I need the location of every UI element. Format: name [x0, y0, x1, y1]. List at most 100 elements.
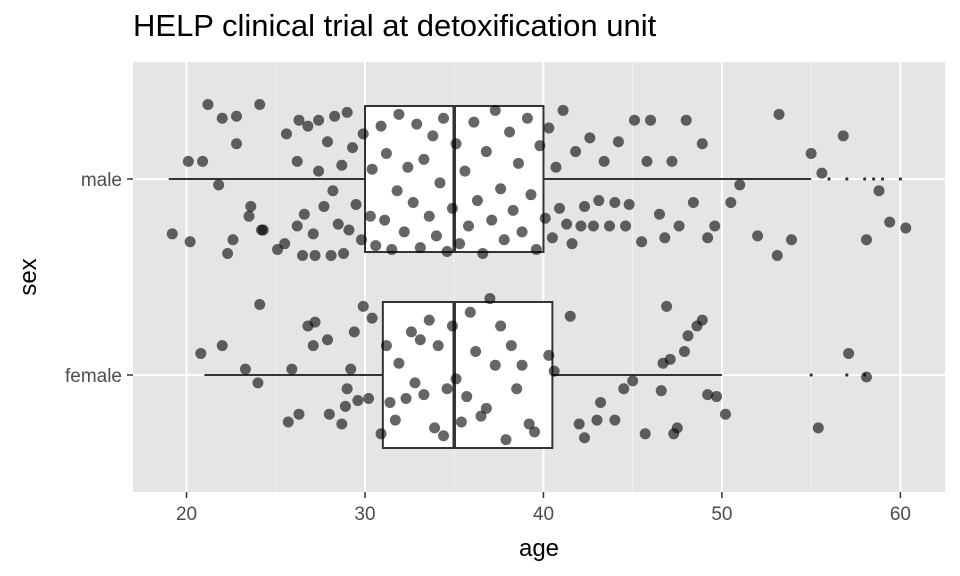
data-point — [523, 418, 535, 430]
data-point — [461, 391, 473, 403]
data-point — [566, 238, 578, 250]
data-point — [393, 108, 405, 120]
data-point — [366, 163, 378, 175]
data-point — [213, 179, 225, 191]
data-point — [407, 197, 419, 209]
data-point — [313, 114, 325, 126]
data-point — [322, 334, 334, 346]
data-point — [307, 228, 319, 240]
data-point — [323, 408, 335, 420]
data-point — [593, 195, 605, 207]
data-point — [231, 110, 243, 122]
x-axis-title: age — [519, 535, 559, 562]
data-point — [484, 293, 496, 305]
data-point — [325, 249, 337, 261]
data-point — [678, 345, 690, 357]
data-point — [318, 200, 330, 212]
data-point — [197, 155, 209, 167]
data-point — [900, 222, 912, 234]
data-point — [860, 234, 872, 246]
data-point — [386, 244, 398, 256]
data-point — [423, 210, 435, 222]
data-point — [500, 434, 512, 446]
data-point — [254, 298, 266, 310]
data-point — [557, 104, 569, 116]
data-point — [543, 122, 555, 134]
data-point — [480, 402, 492, 414]
data-point — [254, 99, 266, 111]
y-axis-title: sex — [15, 258, 42, 295]
data-point — [595, 396, 607, 408]
outlier-point — [845, 177, 849, 181]
data-point — [280, 128, 292, 140]
data-point — [860, 371, 872, 383]
data-point — [282, 416, 294, 428]
data-point — [696, 314, 708, 326]
data-point — [216, 112, 228, 124]
data-point — [332, 218, 344, 230]
x-tick-label: 60 — [890, 504, 911, 525]
data-point — [884, 216, 896, 228]
data-point — [370, 240, 382, 252]
data-point — [454, 238, 466, 250]
data-point — [363, 393, 375, 405]
data-point — [664, 353, 676, 365]
data-point — [661, 300, 673, 312]
data-point — [309, 316, 321, 328]
data-point — [620, 220, 632, 232]
data-point — [504, 126, 516, 138]
data-point — [409, 377, 421, 389]
data-point — [516, 226, 528, 238]
data-point — [612, 136, 624, 148]
data-point — [398, 226, 410, 238]
data-point — [843, 347, 855, 359]
data-point — [243, 210, 255, 222]
data-point — [470, 345, 482, 357]
data-point — [297, 249, 309, 261]
data-point — [357, 300, 369, 312]
data-point — [548, 365, 560, 377]
data-point — [771, 249, 783, 261]
data-point — [477, 247, 489, 259]
data-point — [432, 340, 444, 352]
data-point — [438, 430, 450, 442]
data-point — [202, 99, 214, 111]
data-point — [352, 394, 364, 406]
data-point — [366, 312, 378, 324]
data-point — [245, 200, 257, 212]
data-point — [357, 128, 369, 140]
outlier-point — [827, 177, 831, 181]
data-point — [609, 414, 621, 426]
data-point — [598, 155, 610, 167]
data-point — [525, 189, 537, 201]
data-point — [438, 112, 450, 124]
data-point — [603, 220, 615, 232]
jitter-points — [166, 99, 912, 446]
data-point — [402, 161, 414, 173]
data-point — [543, 349, 555, 361]
data-point — [375, 120, 387, 132]
data-point — [573, 418, 585, 430]
data-point — [609, 197, 621, 209]
data-point — [475, 410, 487, 422]
y-tick-label: female — [65, 366, 122, 387]
data-point — [291, 155, 303, 167]
data-point — [696, 138, 708, 150]
data-point — [450, 373, 462, 385]
x-tick-label: 50 — [711, 504, 732, 525]
data-point — [489, 104, 501, 116]
data-point — [450, 138, 462, 150]
data-point — [286, 363, 298, 375]
data-point — [411, 118, 423, 130]
data-point — [239, 363, 251, 375]
data-point — [350, 198, 362, 210]
data-point — [636, 236, 648, 248]
data-point — [309, 249, 321, 261]
data-point — [384, 396, 396, 408]
data-point — [393, 357, 405, 369]
data-point — [591, 414, 603, 426]
data-point — [752, 230, 764, 242]
data-point — [687, 197, 699, 209]
data-point — [495, 320, 507, 332]
data-point — [498, 234, 510, 246]
